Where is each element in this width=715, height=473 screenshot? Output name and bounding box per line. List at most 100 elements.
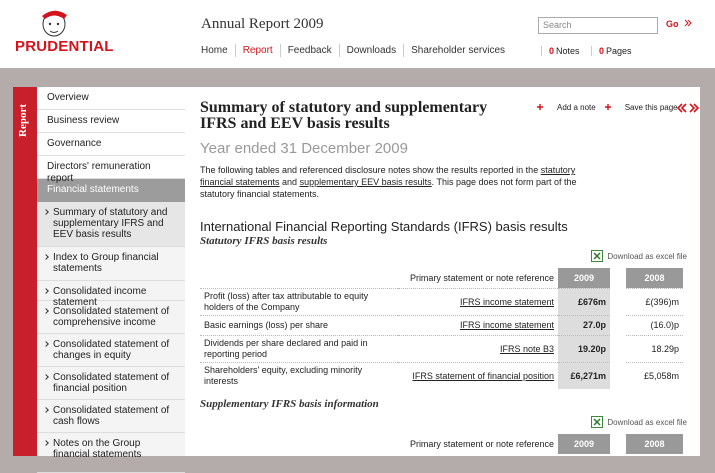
side-link[interactable]: Directors' remuneration report [37,156,185,184]
table-section: Supplementary IFRS basis information Down… [200,398,700,454]
label: Notes [556,46,580,56]
table-row: Shareholders' equity, excluding minority… [200,361,683,389]
download-label[interactable]: Download as excel file [607,252,687,261]
excel-icon [591,250,604,262]
nav-link[interactable]: Home [201,45,228,56]
side-sublink[interactable]: Consolidated statement of financial posi… [37,367,185,400]
label[interactable]: Consolidated statement of cash flows [53,405,170,427]
row-label: Profit (loss) after tax attributable to … [200,287,398,315]
table-row: Dividends per share declared and paid in… [200,334,683,362]
tab-label: Report [17,104,29,137]
text: and [279,177,300,187]
header-row: Primary statement or note reference 2009 2… [200,434,683,454]
results-table: Primary statement or note reference 2009 2… [200,434,683,454]
tool[interactable]: Add a note [537,103,596,112]
side-sublink[interactable]: Summary of statutory and supplementary I… [37,202,185,247]
label[interactable]: Consolidated income statement [53,286,147,308]
excel-icon [591,416,604,428]
search-go[interactable]: Go [666,19,692,29]
notes-count[interactable]: 0 Notes [541,46,580,56]
gap [610,268,626,288]
count: 0 [549,46,555,56]
bullet [43,407,49,413]
link[interactable]: supplementary EEV basis results [299,177,432,187]
report-title: Annual Report 2009 [201,16,324,32]
cell [200,268,398,288]
tools: Add a note Save this page [537,103,678,112]
side-sublink[interactable]: Index to Group financial statements [37,247,185,281]
download[interactable]: Download as excel file [591,416,687,428]
bullet [43,440,49,446]
header-row: Primary statement or note reference 2009 2… [200,268,683,288]
value-2009: £676m [558,287,610,315]
reference-link[interactable]: IFRS income statement [398,287,558,315]
intro: The following tables and referenced disc… [200,164,580,200]
side-sublink[interactable]: Consolidated income statement [37,281,185,308]
table-row: Basic earnings (loss) per share IFRS inco… [200,314,683,335]
cell [200,434,398,454]
column-header: Primary statement or note reference [409,272,554,283]
sidebar: Overview Business review Governance Directo… [37,87,185,473]
table-section: Statutory IFRS basis results Download as … [200,235,700,389]
bullet [43,209,49,215]
row-label: Shareholders' equity, excluding minority… [200,361,398,389]
nav-link[interactable]: Downloads [338,44,403,57]
page-arrows[interactable] [676,103,700,113]
side-link[interactable]: Governance [37,133,185,156]
pages-count[interactable]: 0 Pages [591,46,632,56]
count: 0 [599,46,605,56]
label[interactable]: Consolidated statement of comprehensive … [53,306,170,328]
section-heading: International Financial Reporting Standa… [200,219,568,234]
gap [610,288,626,315]
value-2009: £6,271m [558,361,610,389]
go-label[interactable]: Go [666,19,679,29]
label[interactable]: Consolidated statement of changes in equ… [53,339,170,361]
value-2009: 27.0p [558,314,610,335]
logo-icon [42,10,67,37]
column-header: 2008 [626,268,683,288]
section-tab: Report [13,87,37,456]
column-header: 2009 [558,434,610,454]
tool-label[interactable]: Add a note [557,103,596,112]
label[interactable]: Notes on the Group financial statements [53,438,142,460]
nav-link[interactable]: Feedback [279,44,339,57]
go-arrows[interactable] [684,19,692,27]
bullet [43,308,49,314]
side-sublink[interactable]: Consolidated statement of comprehensive … [37,301,185,334]
download[interactable]: Download as excel file [591,250,687,262]
download-label[interactable]: Download as excel file [607,418,687,427]
nav-link[interactable]: Shareholder services [403,44,512,57]
value-2008: 18.29p [626,334,683,362]
value-2008: (16.0)p [626,314,683,335]
value-2008: £(396)m [626,287,683,315]
side-section[interactable]: Financial statements [37,179,185,202]
tool-label[interactable]: Save this page [624,103,678,112]
logo[interactable]: PRUDENTIAL [15,38,114,55]
bullet [43,288,49,294]
label[interactable]: Index to Group financial statements [53,252,159,274]
period: Year ended 31 December 2009 [200,140,408,157]
side-sublink[interactable]: Consolidated statement of changes in equ… [37,334,185,367]
gap [610,434,626,454]
label[interactable]: Summary of statutory and supplementary I… [53,207,168,240]
search-box[interactable]: Search [538,17,658,34]
text: The following tables and referenced disc… [200,165,541,175]
subheading: Supplementary IFRS basis information [200,398,379,410]
side-link[interactable]: Business review [37,110,185,133]
reference-link[interactable]: IFRS statement of financial position [398,361,558,389]
link[interactable]: statutory financial statements [200,165,576,187]
value-2008: £5,058m [626,361,683,389]
reference-link[interactable]: IFRS note B3 [398,334,558,362]
side-sublink[interactable]: Consolidated statement of cash flows [37,400,185,433]
side-sublink[interactable]: Notes on the Group financial statements [37,433,185,473]
nav-link[interactable]: Report [234,44,280,57]
value-2009: 19.20p [558,334,610,362]
label[interactable]: Consolidated statement of financial posi… [53,372,170,394]
reference-link[interactable]: IFRS income statement [398,314,558,335]
gap [610,362,626,389]
tool[interactable]: Save this page [604,103,678,112]
bullet [43,374,49,380]
results-table: Primary statement or note reference 2009 2… [200,268,683,389]
side-link[interactable]: Overview [37,87,185,110]
